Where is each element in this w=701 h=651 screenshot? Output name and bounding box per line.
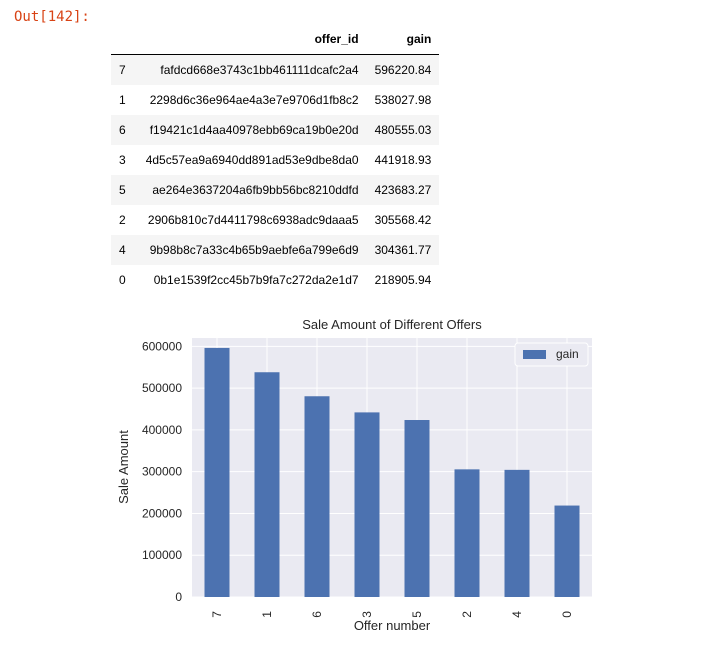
gain-cell: 480555.03 — [374, 123, 432, 137]
bars — [204, 347, 580, 597]
row-index: 7 — [119, 63, 126, 77]
y-tick-label: 100000 — [142, 548, 182, 562]
output-prompt: Out[142]: — [14, 9, 90, 25]
y-axis-label: Sale Amount — [116, 430, 131, 504]
legend: gain — [514, 342, 589, 367]
bar-offer-6 — [304, 396, 330, 597]
bar-offer-0 — [554, 505, 580, 597]
gain-cell: 305568.42 — [374, 213, 432, 227]
gain-cell: 218905.94 — [374, 273, 432, 287]
table-row: 1 2298d6c36e964ae4a3e7e9706d1fb8c2 53802… — [111, 85, 440, 115]
gain-cell: 304361.77 — [374, 243, 432, 257]
gain-cell: 596220.84 — [374, 63, 432, 77]
row-index: 0 — [119, 273, 126, 287]
bar-offer-2 — [454, 469, 480, 597]
y-tick-label: 400000 — [142, 423, 182, 437]
bar-chart: Sale Amount of Different Offers 0 100000 2… — [116, 317, 592, 633]
table-row: 3 4d5c57ea9a6940dd891ad53e9dbe8da0 44191… — [111, 145, 440, 175]
x-tick-label: 3 — [360, 611, 374, 618]
x-tick-label: 7 — [210, 611, 224, 618]
bar-offer-1 — [254, 372, 280, 597]
offer-id-cell: fafdcd668e3743c1bb461111dcafc2a4 — [160, 63, 359, 77]
gain-cell: 538027.98 — [374, 93, 432, 107]
y-tick-labels: 0 100000 200000 300000 400000 500000 600000 — [142, 339, 182, 604]
x-tick-labels: 7 1 6 3 5 2 4 0 — [210, 611, 574, 618]
index-header — [111, 25, 138, 55]
x-tick-label: 5 — [410, 611, 424, 618]
offer-id-cell: f19421c1d4aa40978ebb69ca19b0e20d — [149, 123, 359, 137]
x-tick-label: 2 — [460, 611, 474, 618]
table-row: 2 2906b810c7d4411798c6938adc9daaa5 30556… — [111, 205, 440, 235]
row-index: 2 — [119, 213, 126, 227]
column-header-gain: gain — [366, 25, 440, 55]
plot-area — [192, 338, 592, 597]
x-tick-label: 6 — [310, 611, 324, 618]
x-tick-label: 4 — [510, 611, 524, 618]
offer-id-cell: 9b98b8c7a33c4b65b9aebfe6a799e6d9 — [149, 243, 359, 257]
dataframe-table: offer_id gain 7 fafdcd668e3743c1bb461111… — [111, 25, 440, 295]
table-row: 5 ae264e3637204a6fb9bb56bc8210ddfd 42368… — [111, 175, 440, 205]
row-index: 4 — [119, 243, 126, 257]
y-tick-label: 500000 — [142, 381, 182, 395]
row-index: 1 — [119, 93, 126, 107]
x-tick-label: 1 — [260, 611, 274, 618]
legend-label: gain — [556, 347, 579, 361]
gain-cell: 441918.93 — [374, 153, 432, 167]
y-tick-label: 600000 — [142, 339, 182, 353]
offer-id-cell: 2298d6c36e964ae4a3e7e9706d1fb8c2 — [149, 93, 359, 107]
row-index: 3 — [119, 153, 126, 167]
offer-id-cell: 0b1e1539f2cc45b7b9fa7c272da2e1d7 — [153, 273, 359, 287]
column-header-offer-id: offer_id — [137, 25, 367, 55]
table-row: 0 0b1e1539f2cc45b7b9fa7c272da2e1d7 21890… — [111, 265, 440, 295]
bar-offer-3 — [354, 412, 380, 597]
offer-id-cell: 4d5c57ea9a6940dd891ad53e9dbe8da0 — [145, 153, 359, 167]
bar-offer-4 — [504, 469, 530, 597]
bar-offer-5 — [404, 420, 430, 597]
x-tick-label: 0 — [560, 611, 574, 618]
legend-swatch — [523, 350, 546, 359]
table-row: 4 9b98b8c7a33c4b65b9aebfe6a799e6d9 30436… — [111, 235, 440, 265]
table-header-row: offer_id gain — [111, 25, 440, 55]
bar-offer-7 — [204, 347, 230, 597]
row-index: 6 — [119, 123, 126, 137]
y-tick-label: 200000 — [142, 506, 182, 520]
y-tick-label: 0 — [175, 590, 182, 604]
offer-id-cell: ae264e3637204a6fb9bb56bc8210ddfd — [152, 183, 359, 197]
y-tick-label: 300000 — [142, 465, 182, 479]
legend-box — [514, 342, 589, 367]
chart-title: Sale Amount of Different Offers — [302, 317, 482, 332]
table-row: 7 fafdcd668e3743c1bb461111dcafc2a4 59622… — [111, 54, 440, 85]
offer-id-cell: 2906b810c7d4411798c6938adc9daaa5 — [147, 213, 359, 227]
gain-cell: 423683.27 — [374, 183, 432, 197]
x-axis-label: Offer number — [354, 618, 431, 633]
table-row: 6 f19421c1d4aa40978ebb69ca19b0e20d 48055… — [111, 115, 440, 145]
row-index: 5 — [119, 183, 126, 197]
